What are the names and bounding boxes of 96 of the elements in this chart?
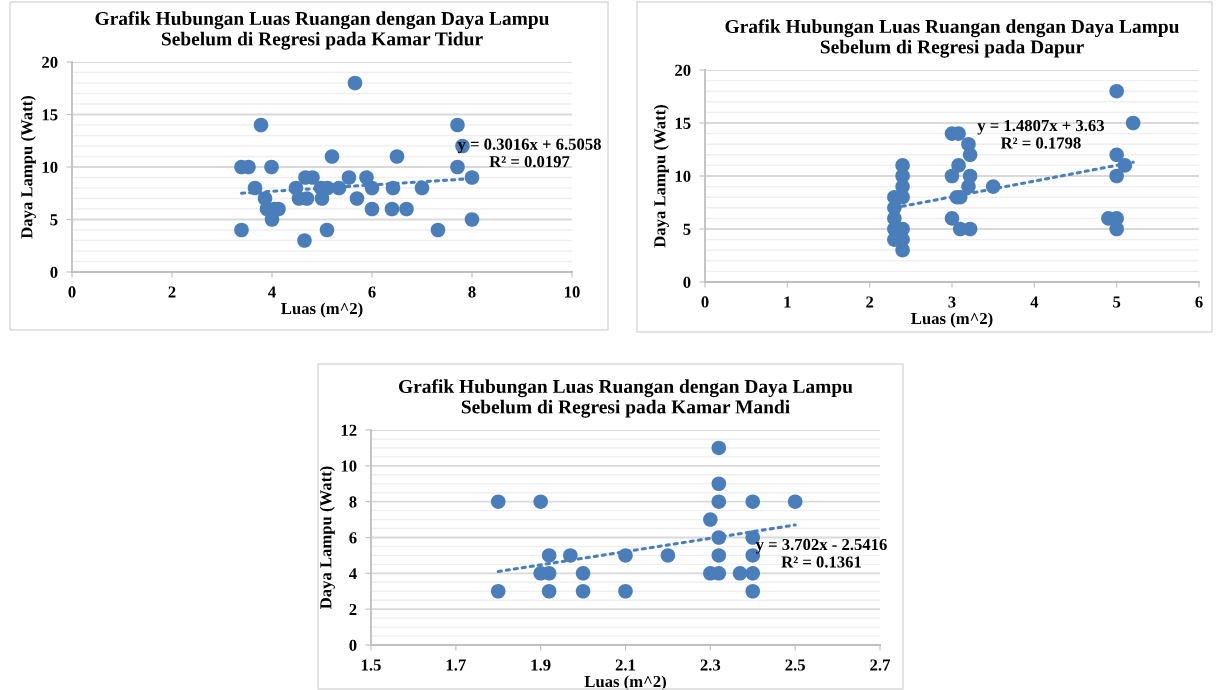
point — [399, 201, 414, 217]
y-tick-label: 5 — [683, 223, 691, 235]
y-tick-label: 15 — [42, 109, 58, 121]
point — [450, 159, 465, 175]
point — [541, 583, 557, 599]
point — [430, 222, 446, 238]
y-tick-label: 12 — [341, 424, 357, 436]
annotation: y = 1.4807x + 3.63 R² = 0.1798 — [977, 119, 1105, 149]
y-tick-label: 5 — [50, 214, 58, 226]
point — [324, 149, 340, 164]
x-tick-label: 1 — [784, 296, 791, 308]
y-axis-title: Daya Lampu (Watt) — [319, 466, 335, 609]
x-tick-label: 1.7 — [446, 659, 466, 671]
x-tick-label: 3 — [948, 296, 956, 308]
y-tick-label: 2 — [349, 603, 357, 615]
point — [711, 476, 727, 492]
y-tick-label: 8 — [349, 496, 357, 508]
point — [711, 548, 727, 563]
point — [389, 149, 405, 164]
point — [944, 168, 960, 184]
point — [234, 222, 249, 238]
x-axis-title: Luas (m^2) — [281, 302, 363, 318]
point — [490, 583, 506, 599]
chart-title: Grafik Hubungan Luas Ruangan dengan Daya Lampu Sebelum di Regresi pada Dapur — [725, 19, 1179, 58]
x-tick-label: 4 — [1030, 296, 1039, 308]
x-tick-label: 10 — [565, 286, 580, 298]
point — [703, 512, 718, 527]
point — [297, 233, 312, 248]
x-axis-title: Luas (m^2) — [584, 675, 666, 690]
x-tick-label: 2.7 — [870, 659, 891, 671]
point — [450, 117, 465, 133]
point — [349, 191, 365, 206]
point — [414, 180, 430, 196]
point — [944, 211, 960, 226]
point — [1109, 147, 1124, 163]
annotation: y = 0.3016x + 6.5058 R² = 0.0197 — [457, 138, 601, 168]
point — [618, 583, 633, 599]
point — [575, 583, 591, 599]
x-tick-label: 2.1 — [615, 659, 636, 671]
x-tick-label: 2.5 — [785, 659, 805, 671]
annotation: y = 3.702x - 2.5416 R² = 0.1361 — [755, 538, 887, 568]
chart-title: Grafik Hubungan Luas Ruangan dengan Daya Lampu Sebelum di Regresi pada Kamar Tidur — [95, 11, 549, 50]
y-tick-label: 20 — [675, 64, 691, 76]
point — [745, 566, 761, 581]
x-tick-label: 2.3 — [700, 659, 721, 671]
point — [711, 440, 727, 456]
x-tick-label: 8 — [468, 286, 476, 298]
y-tick-label: 0 — [683, 276, 691, 288]
x-axis-title: Luas (m^2) — [911, 312, 993, 328]
y-tick-label: 10 — [675, 170, 691, 182]
point — [1125, 115, 1141, 131]
x-tick-label: 2 — [168, 286, 176, 298]
point — [1109, 83, 1124, 99]
point — [319, 222, 335, 238]
point — [951, 158, 966, 173]
point — [575, 566, 591, 581]
x-tick-label: 0 — [701, 296, 709, 308]
x-tick-label: 1.5 — [361, 659, 381, 671]
point — [384, 201, 400, 217]
y-tick-label: 0 — [50, 266, 58, 278]
y-tick-label: 20 — [42, 56, 58, 68]
x-tick-label: 6 — [1195, 296, 1203, 308]
chart-title: Grafik Hubungan Luas Ruangan dengan Daya Lampu Sebelum di Regresi pada Kamar Mandi — [398, 379, 853, 418]
x-tick-label: 0 — [68, 286, 76, 298]
y-tick-label: 4 — [349, 568, 357, 580]
y-axis-title: Daya Lampu (Watt) — [20, 95, 36, 239]
point — [711, 494, 727, 509]
point — [787, 494, 803, 509]
point — [732, 566, 748, 581]
y-axis-title: Daya Lampu (Watt) — [653, 104, 669, 248]
point — [660, 548, 676, 563]
x-tick-label: 2 — [866, 296, 874, 308]
x-tick-label: 4 — [268, 286, 276, 298]
point — [341, 170, 357, 185]
point — [490, 494, 506, 509]
y-tick-label: 0 — [349, 639, 357, 651]
point — [533, 494, 548, 509]
point — [1109, 221, 1124, 237]
point — [1109, 168, 1124, 184]
point — [745, 494, 761, 509]
point — [264, 159, 279, 175]
x-tick-label: 5 — [1113, 296, 1121, 308]
point — [314, 191, 330, 206]
y-tick-label: 10 — [42, 161, 58, 173]
x-tick-label: 1.9 — [531, 659, 551, 671]
point — [962, 147, 978, 163]
y-tick-label: 15 — [675, 117, 691, 129]
y-tick-label: 10 — [341, 460, 357, 472]
y-tick-label: 6 — [349, 532, 357, 544]
point — [541, 548, 557, 563]
point — [745, 583, 761, 599]
point — [253, 117, 269, 133]
point — [464, 212, 480, 227]
x-tick-label: 6 — [368, 286, 376, 298]
point — [347, 75, 363, 91]
point — [364, 201, 380, 217]
